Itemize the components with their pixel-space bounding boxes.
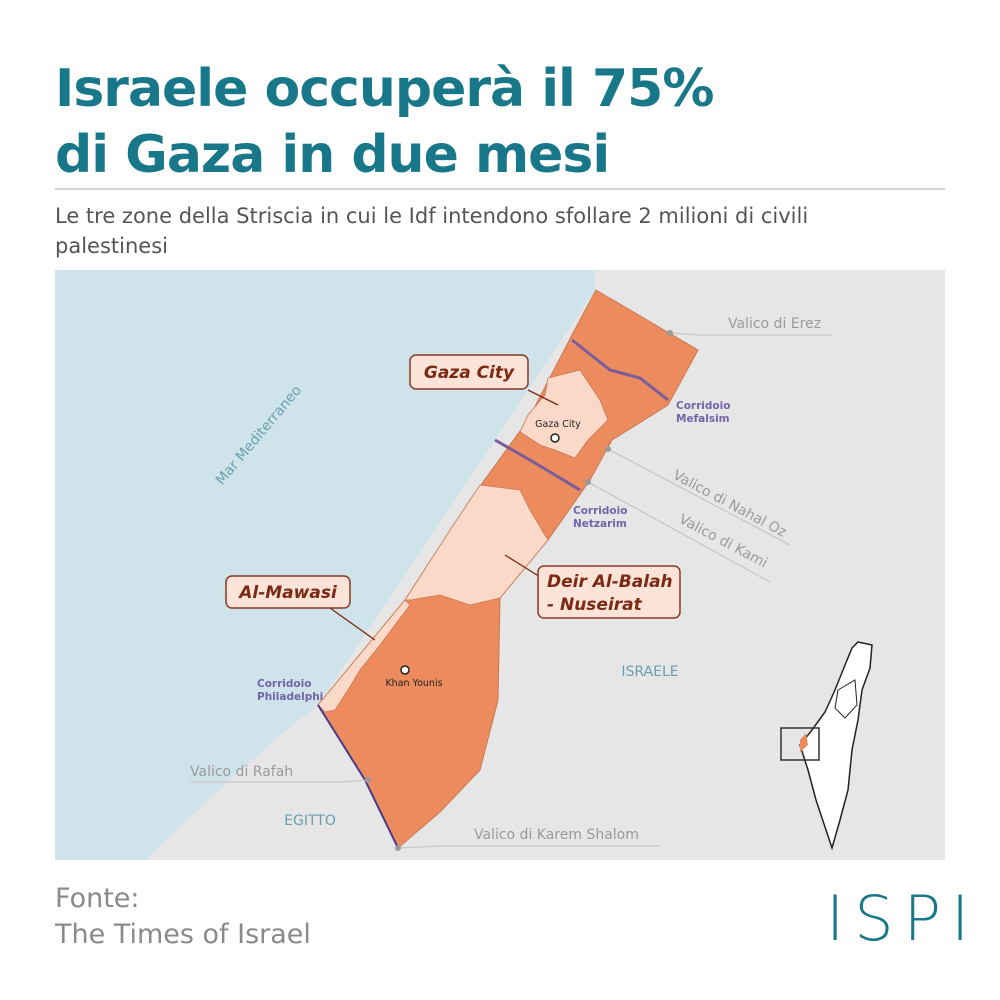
crossing-label: Valico di Karem Shalom <box>474 827 639 843</box>
source: Fonte: <box>55 883 140 914</box>
title: Israele occuperà il 75% <box>55 59 713 119</box>
callout-box <box>409 354 529 390</box>
country-label: EGITTO <box>284 813 336 829</box>
corridor-line <box>571 338 669 402</box>
crossing-dots <box>365 330 673 851</box>
zone-al-mawasi <box>317 599 411 713</box>
corridor-line <box>317 704 399 849</box>
source: The Times of Israel <box>54 919 311 950</box>
subtitle: palestinesi <box>55 234 168 258</box>
city-dot <box>550 433 560 443</box>
logo: ISPI <box>826 882 979 955</box>
title: di Gaza in due mesi <box>55 125 609 185</box>
crossing-label: Valico di Rafah <box>190 764 293 780</box>
corridor-label: Philadelphi <box>257 691 323 703</box>
corridor-label: Netzarim <box>573 518 627 530</box>
country-label: ISRAELE <box>621 664 678 680</box>
city-dot <box>400 665 410 675</box>
inset-israel <box>780 641 873 851</box>
zone-label: Al-Mawasi <box>237 583 338 603</box>
subtitle: Le tre zone della Striscia in cui le Idf… <box>55 204 808 228</box>
city-label: Khan Younis <box>385 678 442 689</box>
city-label: Gaza City <box>535 419 581 430</box>
leaders <box>190 332 832 849</box>
corridor-line <box>494 438 581 492</box>
corridor-label: Corridoio <box>573 505 627 517</box>
corridor-label: Corridoio <box>676 400 730 412</box>
crossing-label: Valico di Erez <box>728 316 821 332</box>
zone-label: - Nuseirat <box>547 595 643 615</box>
zone-deir-al-balah <box>404 484 549 606</box>
map: Mar Mediterraneo ISRAELE EGITTO Gaza Cit… <box>55 270 945 860</box>
sea <box>55 270 595 860</box>
zone-gaza-city <box>519 369 609 459</box>
zone-label: Gaza City <box>424 363 515 383</box>
corridor-label: Corridoio <box>257 678 311 690</box>
corridor-label: Mefalsim <box>676 413 730 425</box>
callout-box <box>225 575 351 609</box>
callout-box <box>537 565 681 619</box>
zone-label: Deir Al-Balah <box>547 572 673 592</box>
